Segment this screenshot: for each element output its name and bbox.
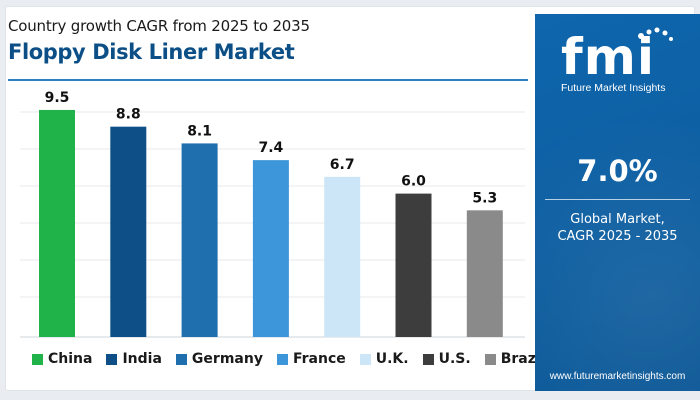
legend-label: France [292,351,346,367]
logo-dot [638,33,644,39]
bar-india [110,126,147,338]
sidebar-panel: fmi Future Market Insights 7.0% Global M… [535,14,700,391]
legend-swatch [106,353,118,365]
cagr-caption: Global Market, CAGR 2025 - 2035 [535,211,700,245]
chart-subtitle: Country growth CAGR from 2025 to 2035 [8,17,310,35]
chart-title: Floppy Disk Liner Market [8,40,295,64]
legend-swatch [276,353,288,365]
bar-uk [324,176,361,337]
data-label: 8.8 [116,107,141,123]
data-label: 8.1 [187,123,212,139]
data-label: 6.0 [401,174,426,190]
logo-dot [646,29,652,35]
legend-swatch [175,353,187,365]
data-label: 6.7 [330,157,355,173]
legend-item: China [32,351,92,367]
legend-item: Brazil [484,351,546,367]
cagr-caption-line2: CAGR 2025 - 2035 [557,229,678,244]
legend-swatch [359,353,371,365]
fmi-logo: fmi [561,27,673,86]
data-label: 9.5 [45,90,70,106]
data-labels: 9.5 8.8 8.1 7.4 6.7 6.0 5.3 [45,90,498,206]
data-label: 7.4 [258,140,283,156]
cagr-value: 7.0% [577,154,658,188]
legend-item: France [276,351,346,367]
logo-dot [669,37,673,41]
data-label: 5.3 [472,190,497,206]
legend-item: U.K. [359,351,409,367]
legend-swatch [422,353,434,365]
legend-item: U.S. [422,351,471,367]
legend-swatch [484,353,496,365]
legend-item: India [106,351,162,367]
legend-label: Germany [191,351,263,367]
bar-chart: 9.5 8.8 8.1 7.4 6.7 6.0 5.3 [20,90,525,338]
bars [39,109,503,338]
legend-label: India [122,351,162,367]
bar-germany [181,143,218,337]
legend-label: China [48,351,93,367]
chart-legend: China India Germany France U.K. U.S. Brazil [32,351,545,367]
logo-tagline: Future Market Insights [561,82,666,94]
bar-brazil [466,210,503,337]
legend-item: Germany [175,351,263,367]
legend-label: Brazil [500,351,546,367]
logo-dot [654,27,660,33]
cagr-caption-line1: Global Market, [570,212,665,227]
bar-us [395,193,432,337]
logo-wordmark: fmi [561,28,655,86]
bar-france [252,160,289,337]
legend-label: U.S. [438,351,471,367]
legend-label: U.K. [375,351,409,367]
legend-swatch [32,353,43,365]
logo-dot [662,30,668,36]
sidebar-divider [545,199,690,200]
website-link[interactable]: www.futuremarketinsights.com [549,371,686,382]
bar-china [39,109,75,337]
title-divider [8,79,528,81]
